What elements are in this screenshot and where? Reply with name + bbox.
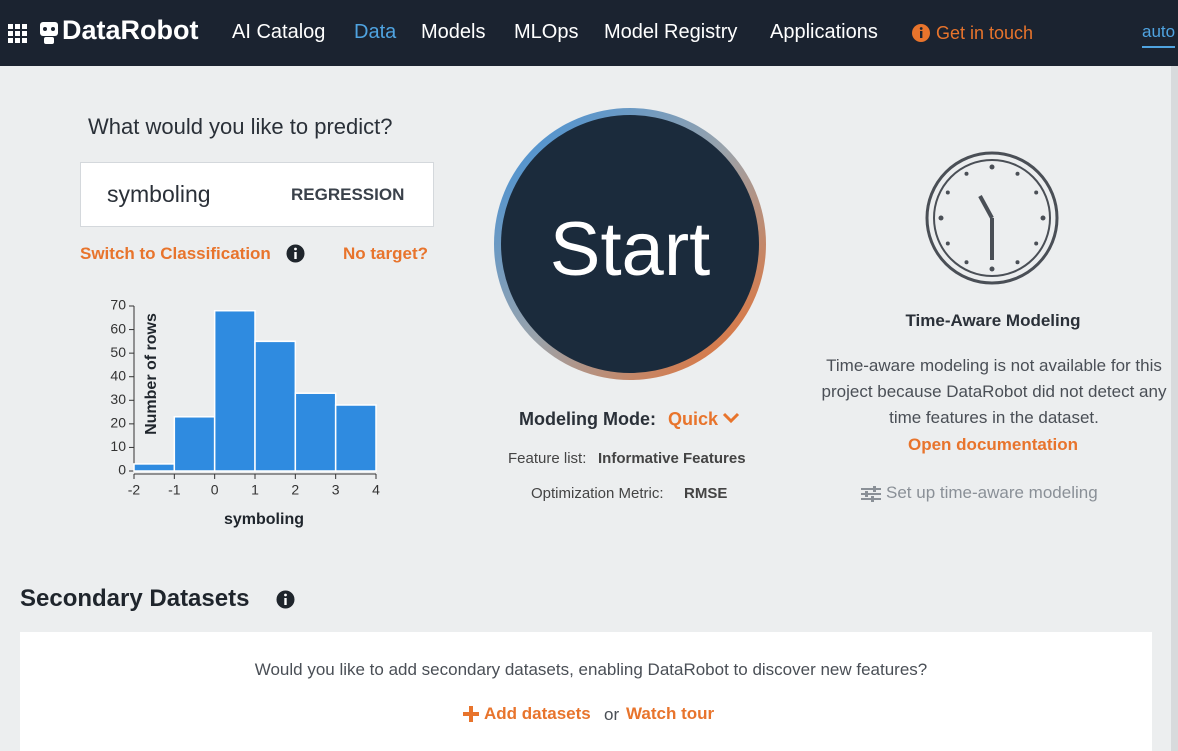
or-text: or (604, 705, 620, 724)
logo-icons (8, 22, 58, 44)
y-tick-label: 50 (110, 344, 126, 360)
x-tick-label: -1 (168, 482, 181, 498)
info-icon (912, 24, 930, 42)
y-tick-label: 0 (118, 462, 126, 478)
mode-label: Modeling Mode: (519, 409, 656, 429)
start-button-graphic (494, 108, 766, 380)
x-tick-label: -2 (128, 482, 141, 498)
secondary-panel (20, 632, 1152, 751)
info-icon (286, 244, 305, 263)
predict-question: What would you like to predict? (88, 114, 393, 139)
top-nav: DataRobot AI Catalog Data Models MLOps M… (0, 0, 1178, 66)
logo[interactable]: DataRobot (62, 15, 199, 45)
bar (254, 340, 297, 472)
x-tick-label: 1 (251, 482, 259, 498)
x-tick-label: 4 (372, 482, 380, 498)
switch-link[interactable]: Switch to Classification (80, 244, 271, 263)
mode-value[interactable]: Quick (668, 409, 719, 429)
y-tick-label: 20 (110, 415, 126, 431)
time-aware-title: Time-Aware Modeling (905, 311, 1081, 330)
nav-item[interactable]: AI Catalog (232, 21, 326, 43)
target-input[interactable] (80, 162, 434, 227)
metric-label: Optimization Metric: (531, 485, 664, 502)
setup-link[interactable]: Set up time-aware modeling (886, 483, 1098, 502)
nav-item[interactable]: MLOps (514, 21, 579, 43)
feature-list[interactable]: Informative Features (598, 450, 746, 467)
doc-link[interactable]: Open documentation (908, 435, 1078, 454)
problem-type: REGRESSION (291, 185, 405, 204)
nav-item[interactable]: Applications (770, 21, 878, 43)
secondary-prompt: Would you like to add secondary datasets… (254, 660, 928, 679)
info-icon (276, 590, 295, 609)
x-tick-label: 3 (332, 482, 340, 498)
target-value: symboling (107, 181, 211, 207)
plus-icon (463, 706, 479, 722)
time-aware-text: Time-aware modeling is not available for… (821, 356, 1167, 427)
section-title: Secondary Datasets (20, 585, 250, 612)
nav-item[interactable]: Models (421, 21, 486, 43)
settings-icon (861, 486, 881, 502)
start-button[interactable]: Start (549, 207, 711, 292)
chevron (722, 412, 740, 424)
feature-list-label: Feature list: (508, 450, 587, 467)
x-tick-label: 2 (291, 482, 299, 498)
watch-tour[interactable]: Watch tour (626, 704, 715, 723)
user-menu[interactable]: auto (1142, 22, 1176, 48)
bar (173, 416, 216, 472)
x-tick-label: 0 (211, 482, 219, 498)
add-datasets[interactable]: Add datasets (484, 704, 591, 723)
clock-icon (925, 151, 1059, 285)
y-tick-label: 40 (110, 367, 126, 383)
y-axis-label: Number of rows (143, 313, 160, 435)
histogram: 0 10 20 30 40 50 60 70 -2 -1 0 1 2 3 4 symboling Number … (110, 297, 380, 529)
nav-item-active[interactable]: Data (354, 21, 397, 43)
y-tick-label: 60 (110, 320, 126, 336)
scrollbar[interactable] (1171, 66, 1178, 751)
metric[interactable]: RMSE (684, 485, 728, 502)
bar (294, 392, 337, 472)
bar (334, 404, 377, 472)
no-target-link[interactable]: No target? (343, 244, 428, 263)
bar (213, 309, 256, 472)
y-tick-label: 30 (110, 391, 126, 407)
get-in-touch[interactable]: Get in touch (936, 23, 1034, 43)
x-axis-label: symboling (224, 511, 304, 528)
y-tick-label: 10 (110, 438, 126, 454)
nav-item[interactable]: Model Registry (604, 21, 738, 43)
y-tick-label: 70 (110, 297, 126, 313)
bar (133, 463, 176, 472)
